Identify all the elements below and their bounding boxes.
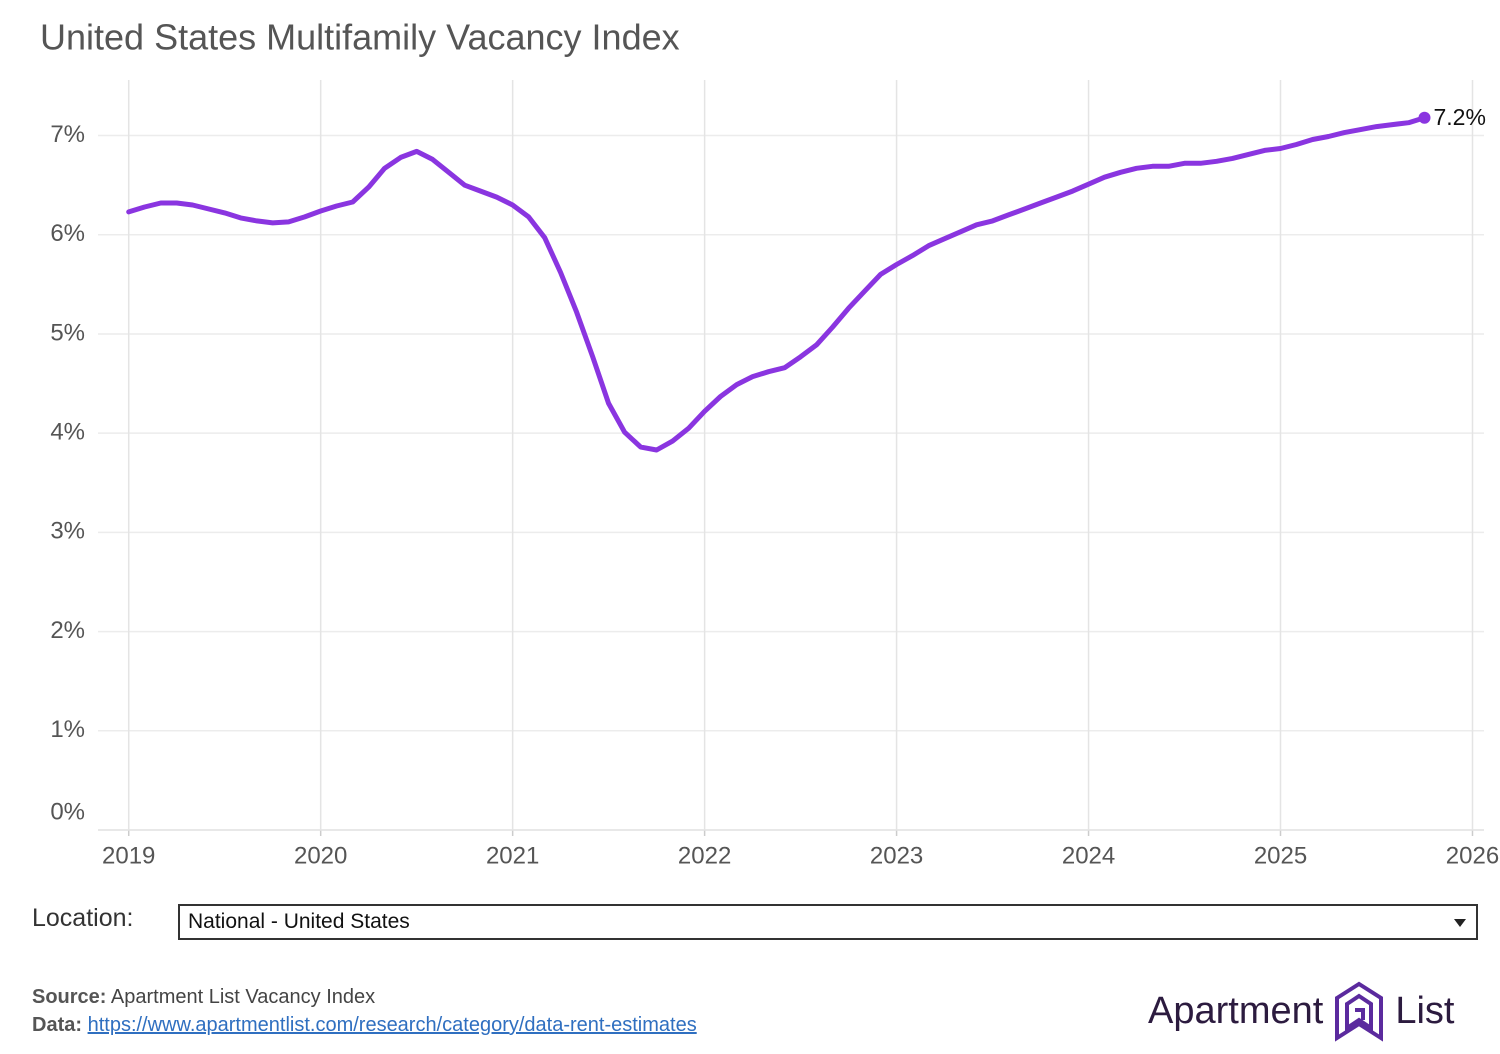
end-point [1418, 111, 1431, 124]
chart: United States Multifamily Vacancy Index … [40, 17, 1499, 870]
y-tick-label: 4% [50, 419, 85, 446]
y-tick-label: 7% [50, 121, 85, 148]
source-label: Source: [32, 986, 107, 1008]
x-tick-label: 2026 [1446, 842, 1499, 869]
y-tick-label: 0% [50, 798, 85, 825]
x-tick-label: 2024 [1062, 842, 1115, 869]
x-tick-label: 2019 [102, 842, 155, 869]
y-tick-label: 5% [50, 319, 85, 346]
location-select[interactable]: National - United States [178, 904, 1478, 940]
x-tick-label: 2022 [678, 842, 731, 869]
logo: Apartment List [1148, 980, 1454, 1042]
y-tick-label: 1% [50, 716, 85, 743]
y-tick-label: 3% [50, 518, 85, 545]
series-line [126, 115, 1427, 453]
y-tick-label: 6% [50, 220, 85, 247]
data-line: Data: https://www.apartmentlist.com/rese… [32, 1014, 697, 1037]
logo-text: List [1395, 989, 1455, 1032]
logo-icon [1335, 981, 1384, 1042]
location-label: Location: [32, 904, 134, 932]
value-label: 7.2% [1433, 104, 1485, 130]
x-tick-label: 2025 [1254, 842, 1307, 869]
x-tick-label: 2021 [486, 842, 539, 869]
y-tick-label: 2% [50, 617, 85, 644]
source-line: Source: Apartment List Vacancy Index [32, 986, 375, 1009]
location-value[interactable]: National - United States [188, 910, 410, 933]
x-tick-label: 2020 [294, 842, 347, 869]
x-tick-label: 2023 [870, 842, 923, 869]
data-link[interactable]: https://www.apartmentlist.com/research/c… [87, 1014, 697, 1036]
chart-title: United States Multifamily Vacancy Index [40, 17, 680, 58]
logo-text: Apartment [1148, 989, 1324, 1032]
data-label: Data: [32, 1014, 83, 1036]
dropdown-arrow[interactable] [1454, 919, 1466, 927]
source-text: Apartment List Vacancy Index [110, 986, 376, 1008]
